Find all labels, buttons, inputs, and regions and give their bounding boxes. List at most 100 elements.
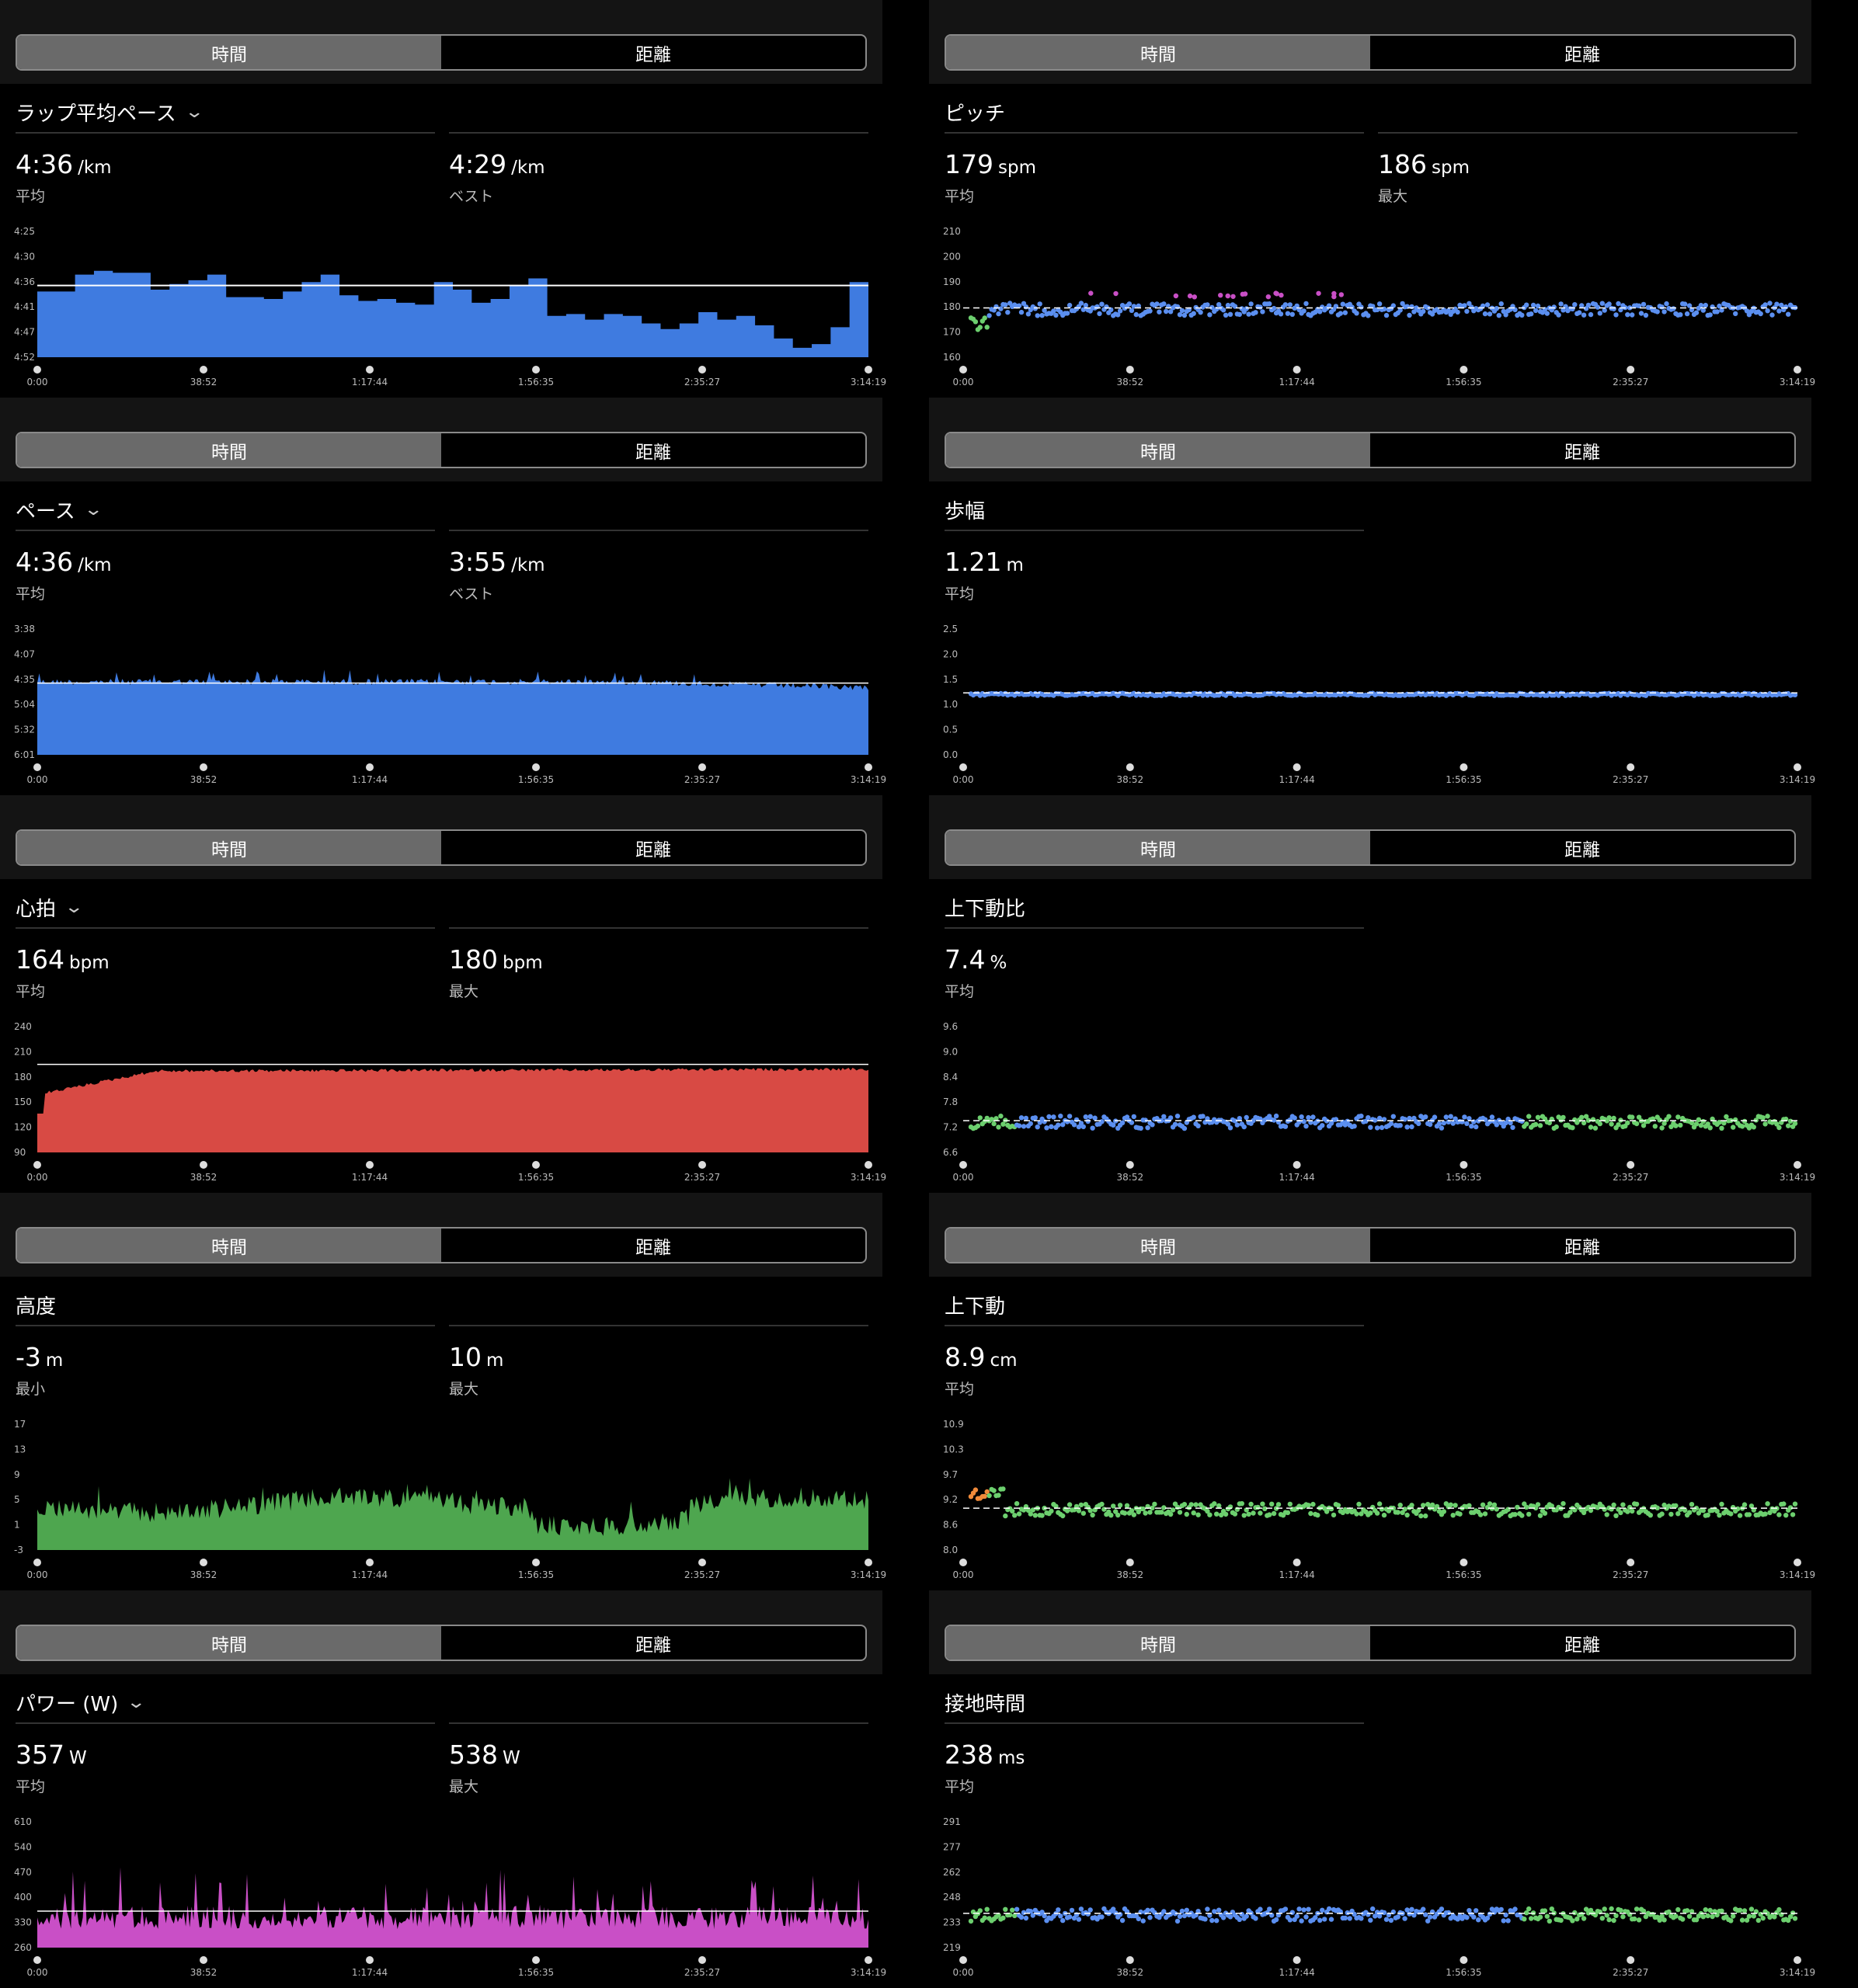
y-tick-label: 9.0 <box>943 1046 958 1057</box>
data-point <box>1299 1114 1304 1120</box>
data-point <box>1273 1113 1279 1119</box>
data-point <box>1717 1513 1722 1518</box>
data-point <box>1703 302 1708 308</box>
stat-divider <box>16 530 435 531</box>
data-point <box>1296 307 1302 313</box>
x-tick-dot <box>698 763 706 771</box>
tab-distance[interactable]: 距離 <box>635 1237 671 1258</box>
tab-time[interactable]: 時間 <box>946 36 1370 69</box>
chevron-down-icon[interactable]: ⌄ <box>83 500 103 520</box>
data-point <box>1707 1907 1713 1913</box>
data-point <box>1471 1119 1477 1124</box>
data-point <box>1299 1918 1304 1924</box>
data-point <box>1682 301 1688 307</box>
stat-0: 238 ms 平均 <box>945 1740 1025 1796</box>
x-tick-label: 38:52 <box>190 377 217 388</box>
data-point <box>1765 308 1770 314</box>
stat-value: 4:36/km <box>16 547 112 581</box>
data-point <box>1439 1906 1445 1912</box>
data-point <box>1700 308 1706 313</box>
metric-title: パワー (W) <box>16 1693 119 1716</box>
data-point <box>1746 1913 1752 1919</box>
data-point <box>1719 1908 1724 1913</box>
tab-time[interactable]: 時間 <box>946 1626 1370 1660</box>
data-point <box>1083 1114 1088 1120</box>
tab-time[interactable]: 時間 <box>17 1229 441 1262</box>
data-point <box>1274 291 1279 297</box>
data-point <box>1407 312 1412 318</box>
data-point <box>1021 1124 1027 1129</box>
x-tick-dot <box>1627 366 1635 374</box>
data-point <box>1227 1914 1233 1920</box>
lap-pace-title[interactable]: ラップ平均ペース ⌄ <box>16 98 204 127</box>
data-point <box>1407 1115 1412 1121</box>
data-point <box>1301 308 1307 314</box>
x-tick-dot <box>1293 763 1301 771</box>
data-point <box>1585 1117 1592 1123</box>
stat-divider <box>449 530 868 531</box>
x-tick-label: 1:56:35 <box>518 1569 554 1580</box>
tab-time[interactable]: 時間 <box>17 1626 441 1660</box>
data-point <box>1359 1114 1364 1119</box>
data-point <box>1436 1121 1442 1127</box>
tab-time[interactable]: 時間 <box>946 433 1370 467</box>
data-point <box>1078 1502 1084 1508</box>
data-point <box>1501 1918 1506 1924</box>
data-point <box>986 313 992 318</box>
tab-distance[interactable]: 距離 <box>1564 1635 1600 1656</box>
data-point <box>1476 1917 1481 1923</box>
y-tick-label: 4:36 <box>14 276 35 287</box>
x-tick-dot <box>1126 1956 1134 1964</box>
data-point <box>1661 1917 1667 1923</box>
tab-distance[interactable]: 距離 <box>1564 839 1600 860</box>
data-point <box>1489 1114 1495 1120</box>
data-point <box>1498 1906 1504 1913</box>
data-point <box>1783 304 1789 310</box>
data-point <box>1700 1507 1706 1514</box>
tab-distance[interactable]: 距離 <box>635 1635 671 1656</box>
stat-0: 4:36/km 平均 <box>16 149 112 206</box>
data-point <box>1574 1917 1580 1922</box>
tab-time[interactable]: 時間 <box>946 1229 1370 1262</box>
data-point <box>1056 1907 1061 1913</box>
data-point <box>1184 1511 1189 1517</box>
tab-distance[interactable]: 距離 <box>635 839 671 860</box>
x-tick-label: 0:00 <box>953 377 974 388</box>
elevation-chart: 17 13 9 5 1 -3 0:00 38:52 1:17:44 1:56:35 2:35:27 3… <box>14 1419 886 1580</box>
data-point <box>1271 1510 1277 1517</box>
power-title[interactable]: パワー (W) ⌄ <box>16 1688 147 1717</box>
y-tick-label: 219 <box>943 1942 961 1953</box>
y-tick-label: 8.0 <box>943 1545 958 1555</box>
tab-time[interactable]: 時間 <box>17 831 441 864</box>
stat-label: 最大 <box>449 1381 479 1398</box>
x-tick-dot <box>532 1956 540 1964</box>
stat-divider <box>449 1325 868 1326</box>
data-point <box>1597 311 1602 316</box>
y-tick-label: 10.3 <box>943 1444 964 1455</box>
data-point <box>1758 311 1763 317</box>
data-point <box>1776 1512 1782 1517</box>
pace-title[interactable]: ペース ⌄ <box>16 495 103 524</box>
data-point <box>1192 294 1197 300</box>
data-point <box>1111 1906 1116 1912</box>
data-point <box>1066 1502 1073 1507</box>
stat-1: 3:55/km ベスト <box>449 547 545 603</box>
tab-distance[interactable]: 距離 <box>1564 1237 1600 1258</box>
x-tick-dot <box>959 1559 967 1566</box>
tab-time[interactable]: 時間 <box>946 831 1370 864</box>
stat-label: 平均 <box>16 1778 46 1795</box>
tab-distance[interactable]: 距離 <box>1564 442 1600 463</box>
x-tick-dot <box>1126 366 1134 374</box>
data-point <box>1218 292 1223 298</box>
tab-distance[interactable]: 距離 <box>635 442 671 463</box>
y-tick-label: 262 <box>943 1867 961 1878</box>
chevron-down-icon[interactable]: ⌄ <box>184 103 204 122</box>
chevron-down-icon[interactable]: ⌄ <box>126 1693 147 1712</box>
tab-distance[interactable]: 距離 <box>635 44 671 65</box>
tab-time[interactable]: 時間 <box>17 36 441 69</box>
heart-rate-title[interactable]: 心拍 ⌄ <box>16 893 85 922</box>
tab-time[interactable]: 時間 <box>17 433 441 467</box>
stat-value: 179 spm <box>945 149 1036 183</box>
tab-distance[interactable]: 距離 <box>1564 44 1600 65</box>
chevron-down-icon[interactable]: ⌄ <box>64 898 85 917</box>
